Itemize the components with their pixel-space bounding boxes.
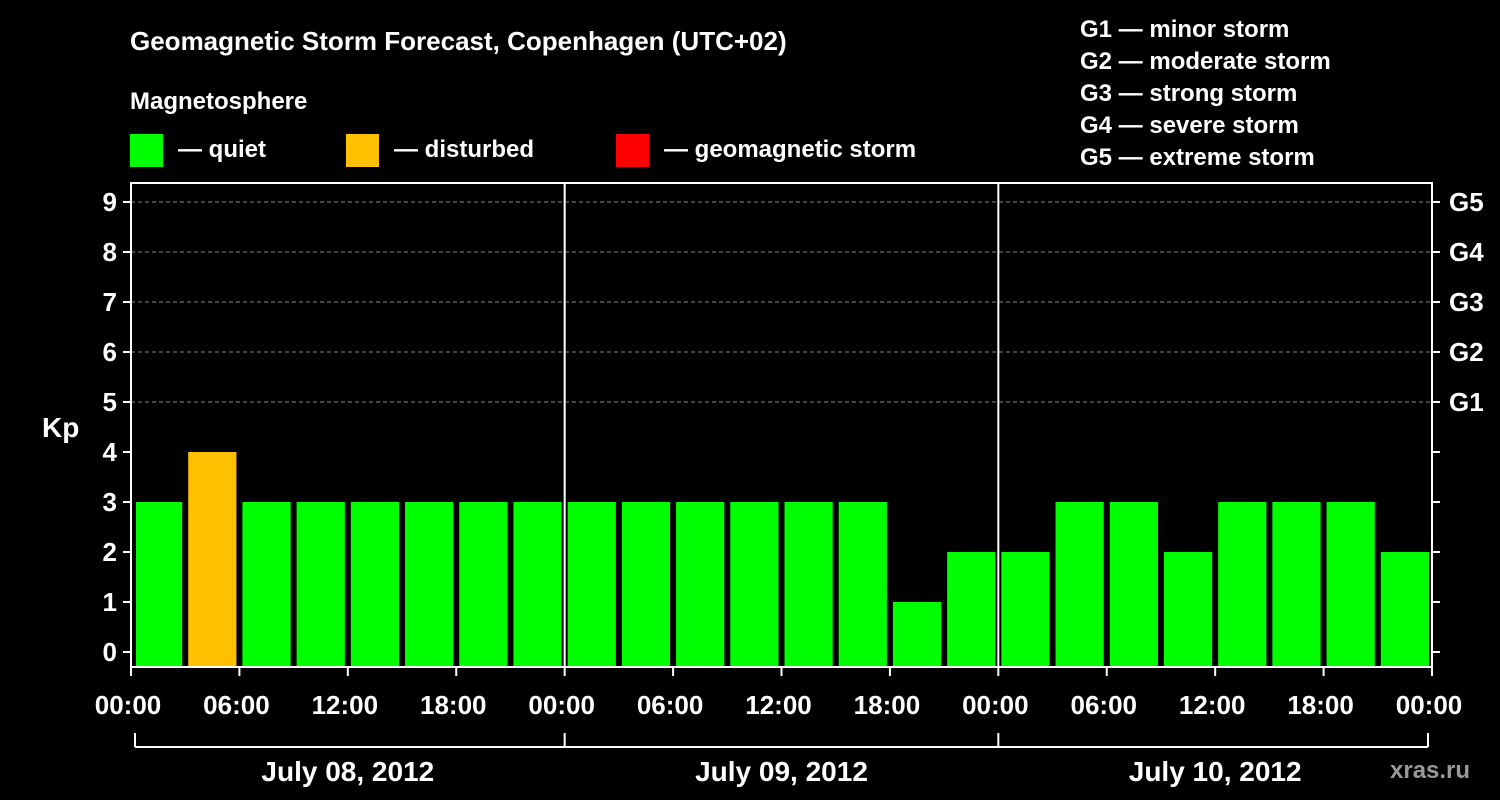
x-tick-label: 06:00	[1071, 690, 1138, 720]
kp-bar	[784, 502, 833, 667]
legend-label-storm: — geomagnetic storm	[664, 136, 916, 163]
kp-bar	[1055, 502, 1104, 667]
date-label: July 09, 2012	[695, 756, 868, 787]
y-tick-label: 0	[103, 637, 117, 667]
kp-bar	[892, 602, 942, 667]
kp-bar	[676, 502, 725, 667]
grid-lines	[131, 201, 1432, 403]
kp-bar	[1109, 502, 1158, 667]
x-tick-label: 00:00	[95, 690, 162, 720]
date-axis: July 08, 2012 July 09, 2012 July 10, 2012	[134, 733, 1429, 787]
x-axis: 00:00 06:00 12:00 18:00 00:00 06:00 12:00 18:00…	[95, 667, 1463, 720]
kp-bar	[136, 502, 183, 667]
storm-level-g5: G5 — extreme storm	[1080, 144, 1315, 171]
x-tick-label: 00:00	[528, 690, 595, 720]
date-label: July 08, 2012	[261, 756, 434, 787]
kp-bar	[730, 502, 779, 667]
x-tick-label: 18:00	[420, 690, 487, 720]
storm-level-g1: G1 — minor storm	[1080, 16, 1289, 43]
storm-level-label: G3	[1449, 287, 1484, 317]
y-axis-label: Kp	[42, 412, 79, 443]
watermark: xras.ru	[1390, 757, 1470, 784]
y-axis: 0 1 2 3 4 5 6 7 8 9	[103, 187, 131, 667]
kp-bar	[513, 502, 562, 667]
y-tick-label: 9	[103, 187, 117, 217]
y-tick-label: 3	[103, 487, 117, 517]
storm-level-label: G4	[1449, 237, 1484, 267]
kp-bar	[1326, 502, 1375, 667]
x-tick-label: 12:00	[745, 690, 812, 720]
x-tick-label: 06:00	[637, 690, 704, 720]
storm-level-label: G1	[1449, 387, 1484, 417]
kp-bar	[350, 502, 400, 667]
x-tick-label: 18:00	[854, 690, 921, 720]
y-tick-label: 6	[103, 337, 117, 367]
storm-level-label: G2	[1449, 337, 1484, 367]
kp-bar	[947, 552, 996, 667]
x-tick-label: 18:00	[1287, 690, 1354, 720]
legend-heading: Magnetosphere	[130, 88, 307, 115]
kp-bar	[1163, 552, 1213, 667]
legend-swatch-storm	[616, 134, 649, 167]
y-tick-label: 8	[103, 237, 117, 267]
kp-bar	[621, 502, 671, 667]
legend-swatch-quiet	[130, 134, 163, 167]
storm-level-axis: G1 G2 G3 G4 G5	[1432, 187, 1484, 653]
y-tick-label: 7	[103, 287, 117, 317]
legend-swatch-disturbed	[346, 134, 379, 167]
bars	[136, 452, 1429, 667]
y-tick-label: 4	[103, 437, 118, 467]
storm-level-label: G5	[1449, 187, 1484, 217]
kp-bar	[405, 502, 454, 667]
y-tick-label: 2	[103, 537, 117, 567]
legend-label-quiet: — quiet	[178, 136, 266, 163]
kp-bar	[459, 502, 508, 667]
storm-level-g2: G2 — moderate storm	[1080, 48, 1331, 75]
date-label: July 10, 2012	[1129, 756, 1302, 787]
x-tick-label: 00:00	[1396, 690, 1463, 720]
x-tick-label: 06:00	[203, 690, 270, 720]
x-tick-label: 12:00	[1179, 690, 1246, 720]
kp-bar	[1218, 502, 1267, 667]
x-tick-label: 00:00	[962, 690, 1029, 720]
kp-bar	[188, 452, 237, 667]
kp-bar	[242, 502, 291, 667]
storm-level-g4: G4 — severe storm	[1080, 112, 1299, 139]
y-tick-label: 1	[103, 587, 117, 617]
x-tick-label: 12:00	[312, 690, 379, 720]
kp-bar	[1272, 502, 1321, 667]
legend-label-disturbed: — disturbed	[394, 136, 534, 163]
kp-bar	[567, 502, 616, 667]
chart-title: Geomagnetic Storm Forecast, Copenhagen (…	[130, 26, 787, 56]
kp-bar	[296, 502, 345, 667]
kp-bar	[838, 502, 887, 667]
storm-level-g3: G3 — strong storm	[1080, 80, 1297, 107]
kp-bar	[1001, 552, 1050, 667]
y-tick-label: 5	[103, 387, 117, 417]
kp-bar	[1380, 552, 1429, 667]
